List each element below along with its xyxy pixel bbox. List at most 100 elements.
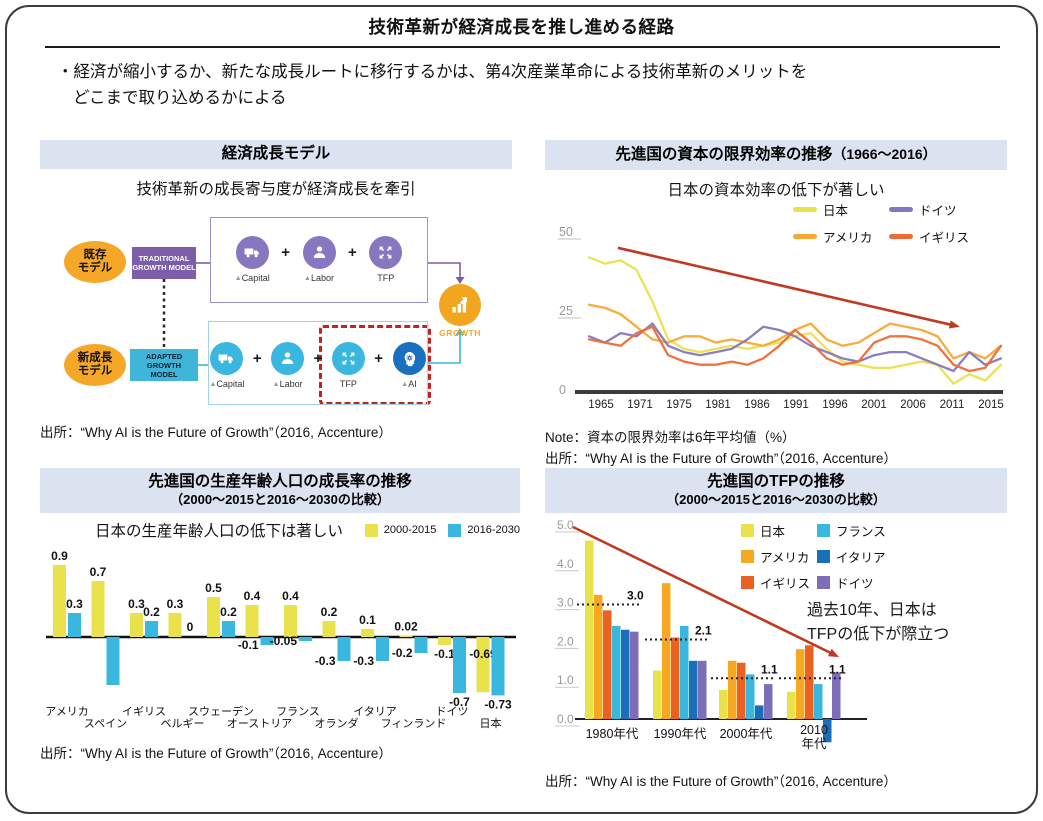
bullet-line-2: どこまで取り込めるかによる [73,89,287,107]
legend-label: 日本 [760,525,786,539]
legend-label: フランス [836,525,886,539]
legend-label: 2016-2030 [467,524,520,536]
legend-item: イタリア [817,547,893,566]
legend-swatch-icon [793,234,817,239]
svg-text:2000年代: 2000年代 [720,727,773,741]
legend-swatch-icon [741,576,754,589]
panel-capital-efficiency: 先進国の資本の限界効率の推移（1966～2016） 日本の資本効率の低下が著しい… [545,140,1007,467]
source-note: 出所：“Why AI is the Future of Growth”（2016… [40,746,392,761]
source-note: 出所：“Why AI is the Future of Growth”（2016… [545,451,897,466]
svg-text:0.4: 0.4 [282,589,299,603]
legend-swatch-icon [817,576,830,589]
svg-text:-0.1: -0.1 [238,638,259,652]
traditional-factors-box: ▲Capital + ▲Labor + TFP [210,217,428,303]
factor-label: ▲Capital [234,273,270,283]
panel-header: 先進国の生産年齢人口の成長率の推移 （2000～2015と2016～2030の比… [40,468,520,513]
svg-text:フランス: フランス [276,706,320,718]
factor-label: ▲AI [401,379,417,389]
svg-text:-0.7: -0.7 [449,695,470,709]
legend-label: 日本 [823,204,849,218]
svg-text:ベルギー: ベルギー [161,717,205,730]
svg-text:1.1: 1.1 [829,662,846,676]
expand-icon [369,236,403,269]
plus-icon: + [374,350,384,367]
svg-text:スウェーデン: スウェーデン [188,704,254,718]
svg-text:1.1: 1.1 [761,662,778,676]
svg-text:1981: 1981 [705,399,731,411]
legend-item: アメリカ [741,547,817,566]
svg-text:1971: 1971 [627,399,653,411]
legend-item: ドイツ [817,573,893,592]
growth-model-diagram: 既存 モデル TRADITIONAL GROWTH MODEL 新成長 モデル … [40,205,512,417]
line-chart-area: 0 25 50 1965 1971 1975 1981 1986 1991 1996 2001 200… [545,200,1007,420]
svg-text:-0.73: -0.73 [484,697,512,711]
svg-text:オーストリア: オーストリア [227,717,292,730]
svg-text:0.5: 0.5 [205,581,222,595]
factor-tfp: TFP [330,342,366,404]
panel-subtitle: 技術革新の成長寄与度が経済成長を牽引 [136,181,416,198]
panel-header: 経済成長モデル [40,140,512,169]
legend-item: アメリカ [793,227,889,246]
legend-label: アメリカ [760,551,810,565]
tfp-chart-area: 0.0 1.0 2.0 3.0 4.0 5.0 3.0 1980年代 2.1 1990年代 1.1 2… [545,518,1007,766]
svg-text:1.0: 1.0 [557,673,574,687]
legend-swatch-icon [741,524,754,537]
svg-text:5.0: 5.0 [557,519,574,532]
factor-ai: ▲AI [391,342,427,404]
legend-label: ドイツ [836,577,874,591]
legend-swatch-icon [364,523,378,537]
legend-swatch-icon [793,207,817,212]
svg-text:0.7: 0.7 [90,565,107,579]
legend-item: 2016-2030 [448,523,520,537]
svg-text:-0.3: -0.3 [353,654,374,668]
svg-text:1980年代: 1980年代 [586,727,639,741]
svg-text:0: 0 [187,620,194,634]
svg-text:日本: 日本 [480,716,502,730]
legend-item: ドイツ [889,200,975,219]
svg-text:0.02: 0.02 [394,619,418,633]
factor-label: TFP [377,273,395,283]
panel-subtitle: 日本の生産年齢人口の低下は著しい [95,523,344,540]
svg-text:年代: 年代 [801,737,827,751]
svg-text:0.1: 0.1 [359,613,376,627]
svg-text:1990年代: 1990年代 [654,727,707,741]
factor-labor: ▲Labor [298,236,340,302]
legend-label: 2000-2015 [383,524,437,536]
legend-label: イギリス [760,577,811,591]
factor-label: TFP [339,379,357,389]
traditional-growth-model-box: TRADITIONAL GROWTH MODEL [132,247,196,279]
legend-label: イギリス [919,231,970,245]
svg-text:1991: 1991 [783,399,809,411]
svg-text:3.0: 3.0 [627,589,644,603]
panel-title: 先進国の資本の限界効率の推移 [615,146,833,163]
svg-text:1996: 1996 [822,399,848,411]
tfp-ai-highlight-box [319,325,431,405]
svg-text:-0.3: -0.3 [315,654,336,668]
panel-header: 先進国の資本の限界効率の推移（1966～2016） [545,140,1007,170]
svg-text:2015: 2015 [978,399,1004,411]
person-icon [271,342,305,375]
legend-swatch-icon [889,234,913,239]
svg-text:2010: 2010 [800,723,828,737]
svg-text:スペイン: スペイン [84,718,127,730]
panel-title-line2: （2000～2015と2016～2030の比較） [170,492,390,507]
svg-text:0.2: 0.2 [220,605,237,619]
existing-model-label: モデル [77,262,113,274]
panel-economic-growth-model: 経済成長モデル 技術革新の成長寄与度が経済成長を牽引 既存 モデル TRADIT… [40,140,512,441]
panel-tfp: 先進国のTFPの推移 （2000～2015と2016～2030の比較） 0.0 1… [545,468,1007,790]
svg-text:1986: 1986 [744,399,770,411]
growth-icon [452,297,468,313]
svg-text:アメリカ: アメリカ [45,705,88,718]
legend-item: 2000-2015 [364,523,437,537]
chart-legend: 2000-2015 2016-2030 [364,523,520,537]
svg-text:イタリア: イタリア [353,705,397,718]
legend-swatch-icon [741,550,754,563]
svg-text:0: 0 [559,383,566,397]
legend-label: イタリア [836,551,886,565]
truck-icon [210,342,244,375]
svg-text:0.2: 0.2 [321,605,338,619]
source-note: 出所：“Why AI is the Future of Growth”（2016… [545,774,897,789]
new-model-label: モデル [77,365,113,377]
legend-item: 日本 [793,200,889,219]
svg-text:-0.2: -0.2 [392,646,413,660]
